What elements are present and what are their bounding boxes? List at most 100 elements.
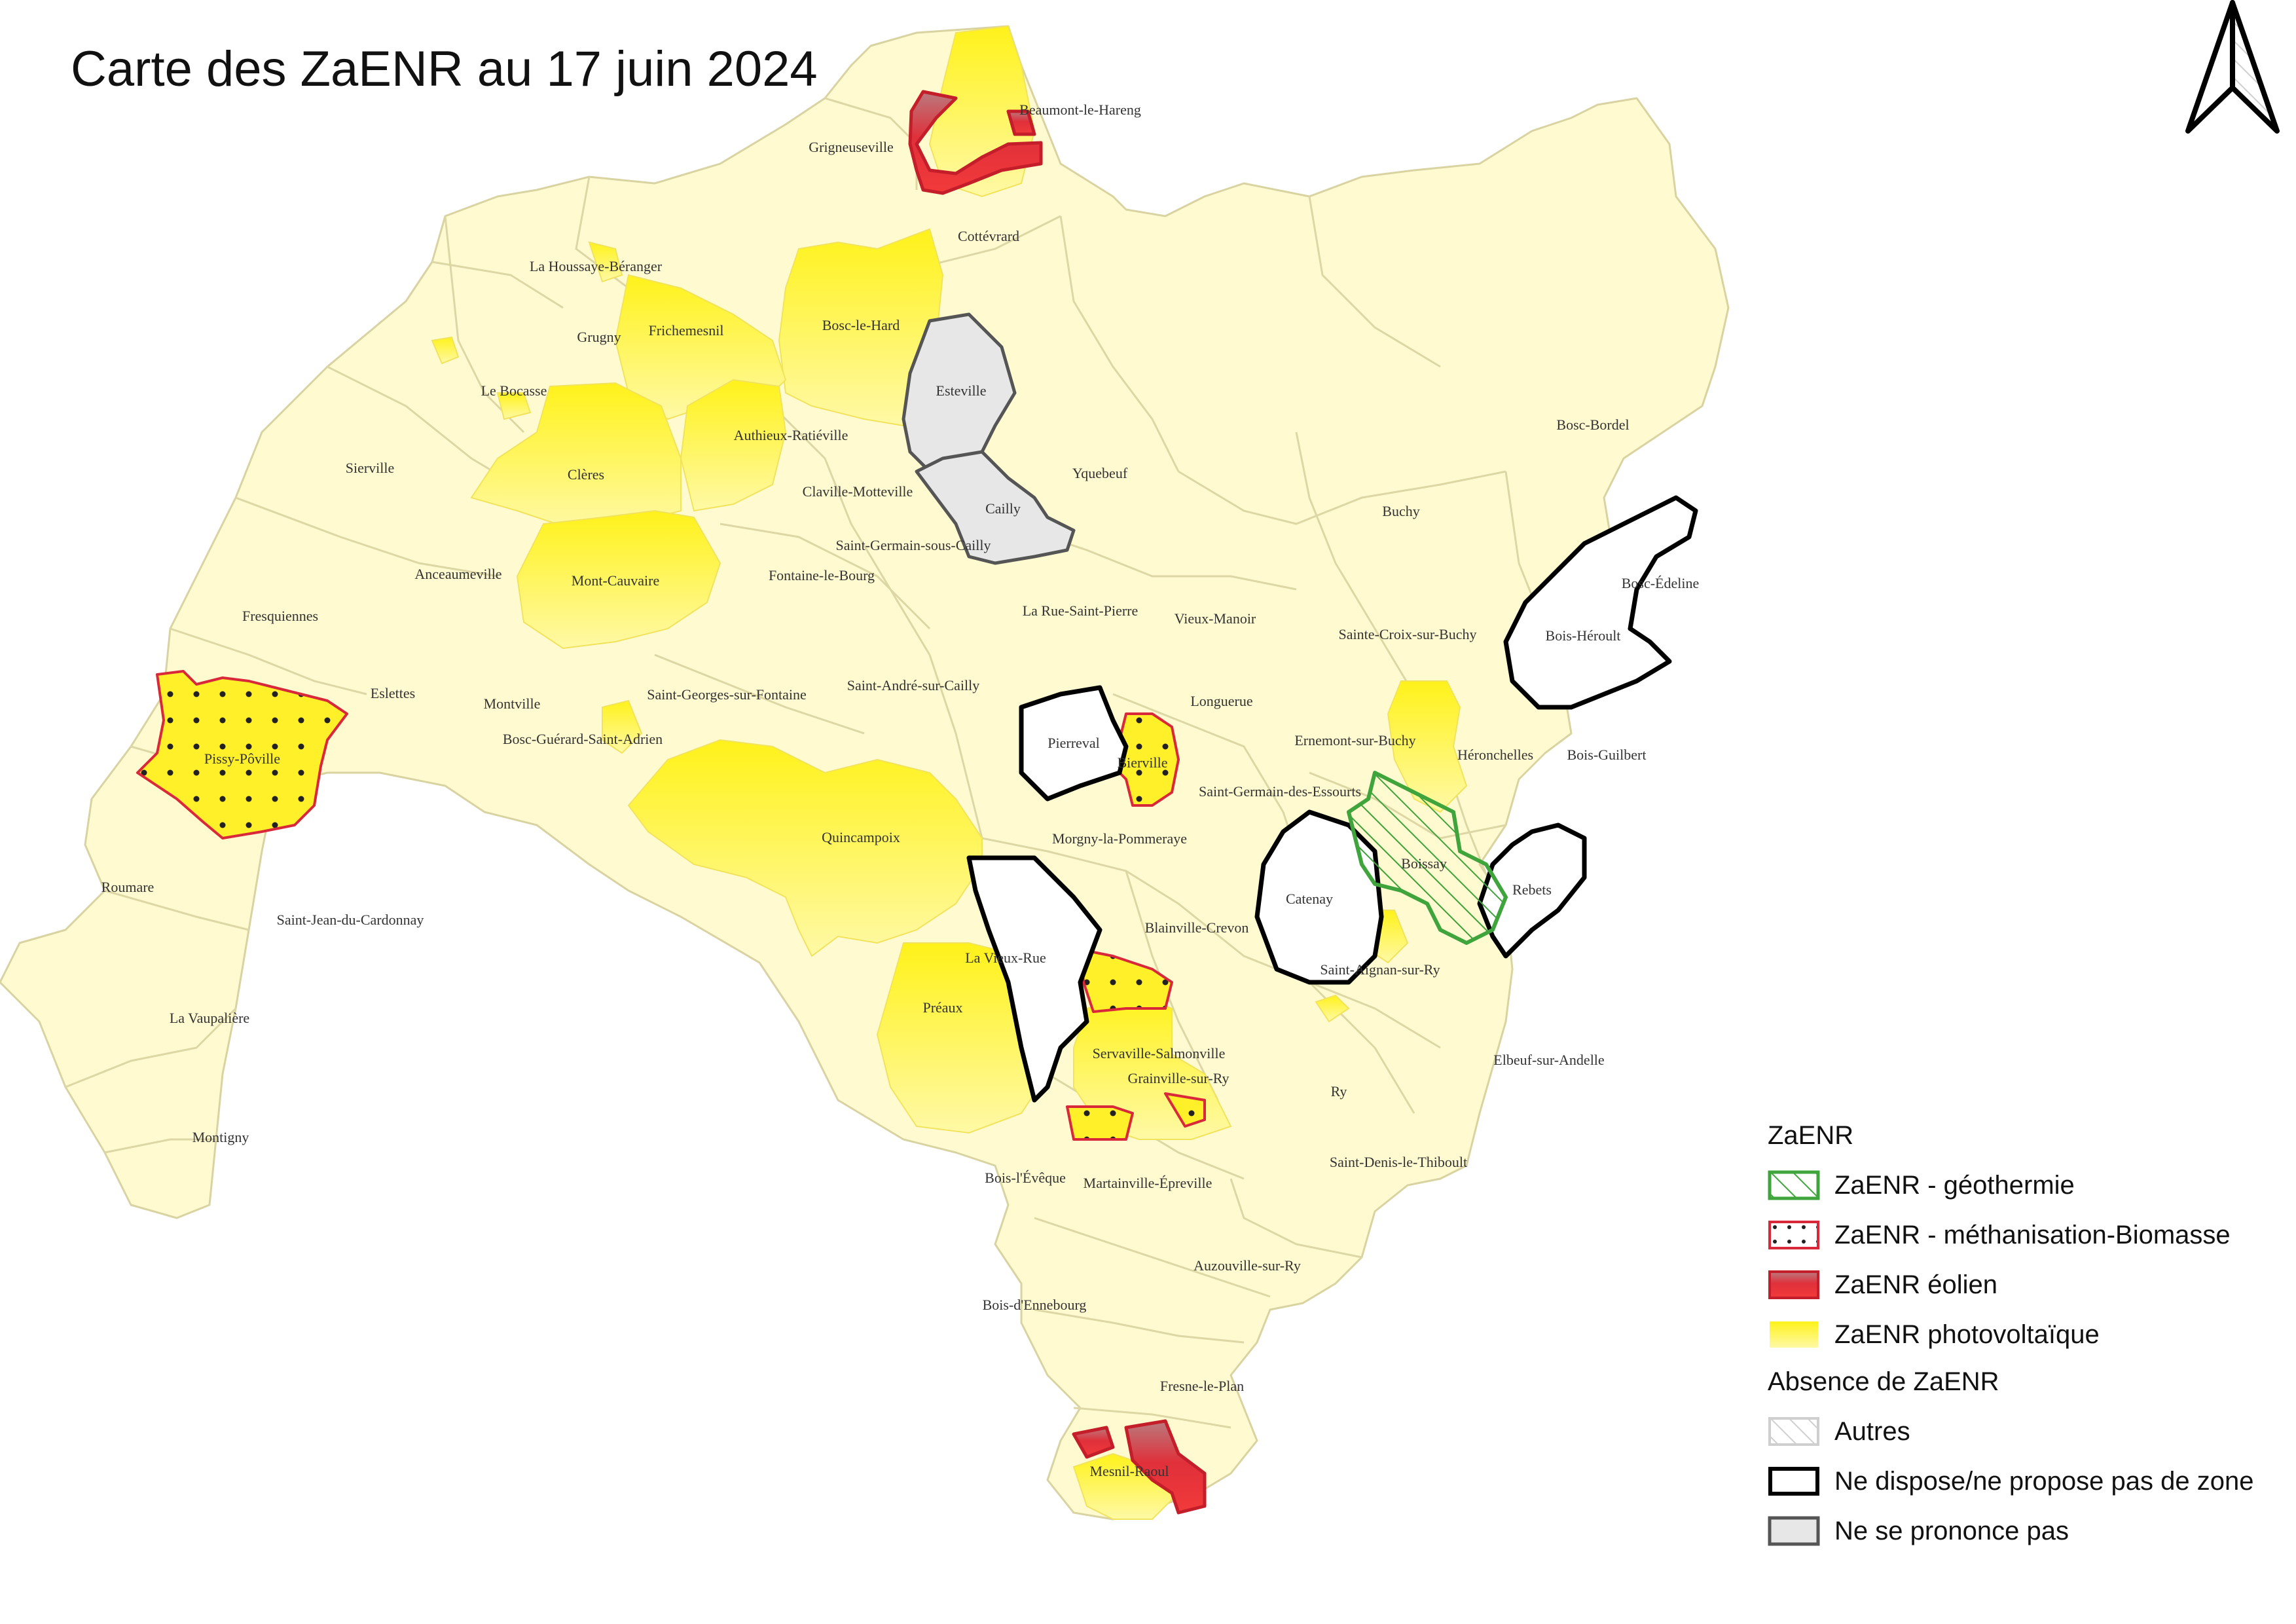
- legend-label-eolien: ZaENR éolien: [1834, 1270, 1998, 1299]
- label-le-bocasse: Le Bocasse: [481, 382, 547, 399]
- legend-label-geothermie: ZaENR - géothermie: [1834, 1170, 2075, 1200]
- methanisation-zone-grainville: [1164, 1092, 1206, 1128]
- eolien-zone-beaumont: [908, 90, 1043, 195]
- no-zone-rebets: [1477, 822, 1587, 959]
- map-title: Carte des ZaENR au 17 juin 2024: [71, 41, 818, 97]
- label-fresquiennes: Fresquiennes: [242, 608, 318, 624]
- label-saint-germain-sous-cailly: Saint-Germain-sous-Cailly: [835, 537, 991, 553]
- label-morgny-la-pommeraye: Morgny-la-Pommeraye: [1052, 830, 1187, 847]
- commune-labels: Beaumont-le-Hareng Grigneuseville Cottév…: [101, 101, 1700, 1479]
- label-ry: Ry: [1331, 1083, 1347, 1099]
- label-yquebeuf: Yquebeuf: [1072, 465, 1128, 481]
- label-elbeuf-sur-andelle: Elbeuf-sur-Andelle: [1493, 1052, 1604, 1068]
- label-catenay: Catenay: [1286, 891, 1333, 907]
- label-rebets: Rebets: [1512, 881, 1552, 898]
- legend-symbol-photovoltaique: [1770, 1321, 1818, 1348]
- label-saint-jean-du-cardonnay: Saint-Jean-du-Cardonnay: [277, 912, 424, 928]
- label-bois-d-ennebourg: Bois-d'Ennebourg: [983, 1297, 1087, 1313]
- legend-item-geothermie: ZaENR - géothermie: [1768, 1160, 2285, 1210]
- label-preaux: Préaux: [922, 999, 962, 1016]
- legend-group-zaenr-title: ZaENR: [1768, 1121, 1854, 1150]
- label-montigny: Montigny: [192, 1129, 249, 1145]
- legend-item-autres: Autres: [1768, 1407, 2285, 1456]
- pv-zone-houssaye: [588, 241, 623, 283]
- label-authieux-ratieville: Authieux-Ratiéville: [734, 427, 848, 443]
- label-montville: Montville: [484, 695, 541, 712]
- pv-zone-bosc-guerard: [602, 699, 643, 754]
- label-sainte-croix-sur-buchy: Sainte-Croix-sur-Buchy: [1339, 626, 1477, 642]
- eolien-zone-mesnil-1: [1072, 1426, 1115, 1459]
- pv-zone-mont-cauvaire: [516, 509, 721, 650]
- label-blainville-crevon: Blainville-Crevon: [1145, 919, 1249, 936]
- eolien-zone-beaumont-2: [1006, 109, 1036, 136]
- pv-zone-small-3: [496, 392, 532, 420]
- label-saint-denis-le-thiboult: Saint-Denis-le-Thiboult: [1330, 1154, 1467, 1170]
- label-mesnil-raoul: Mesnil-Raoul: [1090, 1463, 1169, 1479]
- legend-label-photovoltaique: ZaENR photovoltaïque: [1834, 1320, 2100, 1349]
- ne-se-prononce-layer: [902, 312, 1076, 565]
- label-eslettes: Eslettes: [371, 685, 415, 701]
- legend-group-absence-title: Absence de ZaENR: [1768, 1367, 1999, 1396]
- legend-item-photovoltaique: ZaENR photovoltaïque: [1768, 1310, 2285, 1359]
- label-sierville: Sierville: [346, 460, 395, 476]
- label-martainville-epreville: Martainville-Épreville: [1084, 1175, 1212, 1191]
- label-grainville-sur-ry: Grainville-sur-Ry: [1127, 1070, 1229, 1086]
- legend-label-ne-se-prononce: Ne se prononce pas: [1834, 1516, 2069, 1545]
- label-heronchelles: Héronchelles: [1457, 747, 1533, 763]
- label-saint-aignan-sur-ry: Saint-Aignan-sur-Ry: [1320, 961, 1440, 978]
- label-claville-motteville: Claville-Motteville: [803, 483, 913, 500]
- methanisation-zone-pissy: [136, 670, 348, 840]
- methanisation-zone-vieux-rue: [1079, 948, 1173, 1013]
- legend-label-methanisation: ZaENR - méthanisation-Biomasse: [1834, 1220, 2231, 1249]
- label-la-vaupaliere: La Vaupalière: [170, 1010, 249, 1026]
- ne-dispose-layer: [966, 495, 1698, 1103]
- label-bois-heroult: Bois-Héroult: [1546, 627, 1621, 644]
- legend-item-methanisation: ZaENR - méthanisation-Biomasse: [1768, 1210, 2285, 1260]
- geothermie-zone-boissay: [1347, 771, 1508, 945]
- label-fresne-le-plan: Fresne-le-Plan: [1160, 1378, 1244, 1394]
- no-zone-vieux-rue: [966, 855, 1102, 1103]
- legend-label-ne-dispose: Ne dispose/ne propose pas de zone: [1834, 1466, 2254, 1496]
- label-cailly: Cailly: [985, 500, 1021, 517]
- label-bosc-guerard-saint-adrien: Bosc-Guérard-Saint-Adrien: [503, 731, 663, 747]
- label-la-vieux-rue: La Vieux-Rue: [965, 950, 1046, 966]
- label-servaville-salmonville: Servaville-Salmonville: [1093, 1045, 1226, 1061]
- zaenr-eolien-layer: [908, 90, 1207, 1515]
- no-zone-bois-heroult: [1503, 495, 1698, 710]
- nopro-zone-cailly: [915, 450, 1076, 565]
- legend-item-eolien: ZaENR éolien: [1768, 1260, 2285, 1310]
- label-pierreval: Pierreval: [1048, 735, 1099, 751]
- legend-label-autres: Autres: [1834, 1416, 1910, 1446]
- label-esteville: Esteville: [936, 382, 987, 399]
- zaenr-geothermie-layer: [1347, 771, 1508, 945]
- legend-item-ne-dispose: Ne dispose/ne propose pas de zone: [1768, 1456, 2285, 1506]
- zaenr-photovoltaique-layer: [431, 25, 1468, 1520]
- label-bosc-edeline: Bosc-Édeline: [1622, 575, 1700, 591]
- label-cleres: Clères: [568, 466, 604, 483]
- legend-symbol-methanisation: [1768, 1221, 1819, 1249]
- eolien-zone-mesnil-2: [1124, 1419, 1207, 1515]
- legend-symbol-eolien: [1768, 1270, 1819, 1299]
- label-vieux-manoir: Vieux-Manoir: [1175, 610, 1256, 627]
- label-cottevrard: Cottévrard: [958, 228, 1019, 244]
- label-anceaumeville: Anceaumeville: [414, 566, 501, 582]
- legend: ZaENR ZaENR - géothermie ZaENR - méthani…: [1768, 1113, 2285, 1556]
- label-bosc-bordel: Bosc-Bordel: [1556, 416, 1629, 433]
- label-fontaine-le-bourg: Fontaine-le-Bourg: [769, 567, 875, 583]
- pv-zone-ernemont: [1387, 680, 1468, 813]
- legend-item-ne-se-prononce: Ne se prononce pas: [1768, 1506, 2285, 1556]
- label-buchy: Buchy: [1382, 503, 1419, 519]
- label-quincampoix: Quincampoix: [822, 829, 900, 845]
- label-roumare: Roumare: [101, 879, 155, 895]
- label-longuerue: Longuerue: [1190, 693, 1252, 709]
- label-bosc-le-hard: Bosc-le-Hard: [822, 317, 900, 333]
- label-grigneuseville: Grigneuseville: [809, 139, 894, 155]
- north-arrow-icon: [2185, 0, 2280, 134]
- label-bois-l-eveque: Bois-l'Évêque: [985, 1170, 1066, 1186]
- label-grugny: Grugny: [577, 329, 621, 345]
- label-frichemesnil: Frichemesnil: [649, 322, 724, 339]
- legend-symbol-autres: [1768, 1417, 1819, 1446]
- label-auzouville-sur-ry: Auzouville-sur-Ry: [1194, 1257, 1301, 1274]
- label-beaumont-le-hareng: Beaumont-le-Hareng: [1019, 101, 1141, 118]
